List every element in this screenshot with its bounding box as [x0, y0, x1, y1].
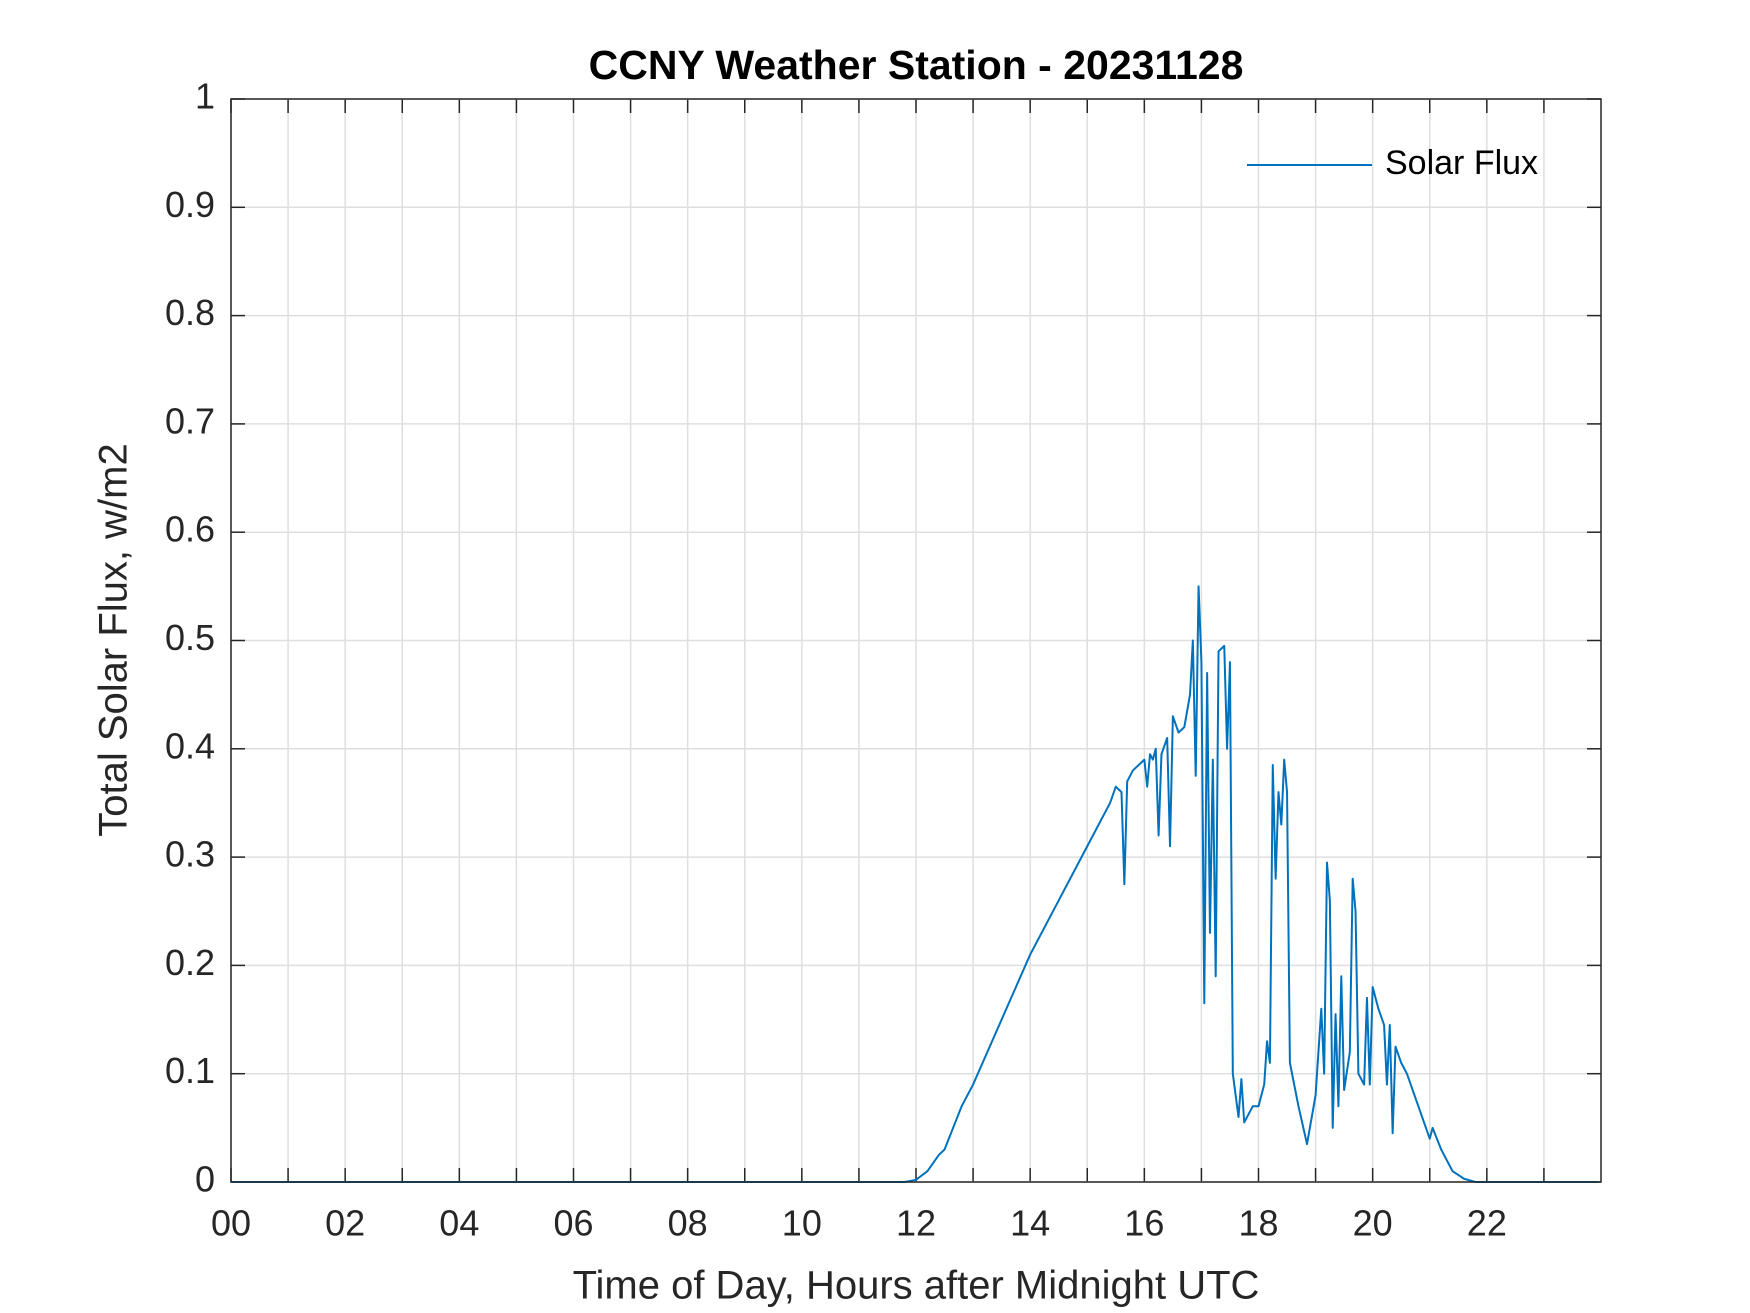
x-tick-label: 08 — [668, 1203, 708, 1244]
x-tick-label: 22 — [1467, 1203, 1507, 1244]
legend-label: Solar Flux — [1385, 144, 1538, 182]
y-tick-label: 0.9 — [165, 184, 215, 225]
x-tick-label: 04 — [439, 1203, 479, 1244]
x-tick-label: 12 — [896, 1203, 936, 1244]
x-tick-label: 00 — [211, 1203, 251, 1244]
x-tick-label: 10 — [782, 1203, 822, 1244]
y-tick-label: 0 — [195, 1159, 215, 1200]
x-axis-label: Time of Day, Hours after Midnight UTC — [573, 1264, 1260, 1308]
y-tick-label: 1 — [195, 76, 215, 117]
y-tick-label: 0.6 — [165, 509, 215, 550]
x-tick-label: 18 — [1238, 1203, 1278, 1244]
y-tick-label: 0.7 — [165, 400, 215, 441]
y-tick-label: 0.8 — [165, 292, 215, 333]
data-line — [231, 585, 1599, 1183]
plot-frame — [230, 98, 1602, 1183]
y-tick-label: 0.2 — [165, 942, 215, 983]
y-tick-label: 0.4 — [165, 725, 215, 766]
y-tick-label: 0.5 — [165, 617, 215, 658]
x-tick-label: 02 — [325, 1203, 365, 1244]
y-axis-label: Total Solar Flux, w/m2 — [92, 443, 136, 836]
x-tick-label: 14 — [1010, 1203, 1050, 1244]
y-tick-label: 0.3 — [165, 834, 215, 875]
chart-title: CCNY Weather Station - 20231128 — [589, 42, 1244, 88]
x-tick-label: 16 — [1124, 1203, 1164, 1244]
y-tick-label: 0.1 — [165, 1050, 215, 1091]
x-tick-label: 20 — [1353, 1203, 1393, 1244]
x-tick-label: 06 — [553, 1203, 593, 1244]
